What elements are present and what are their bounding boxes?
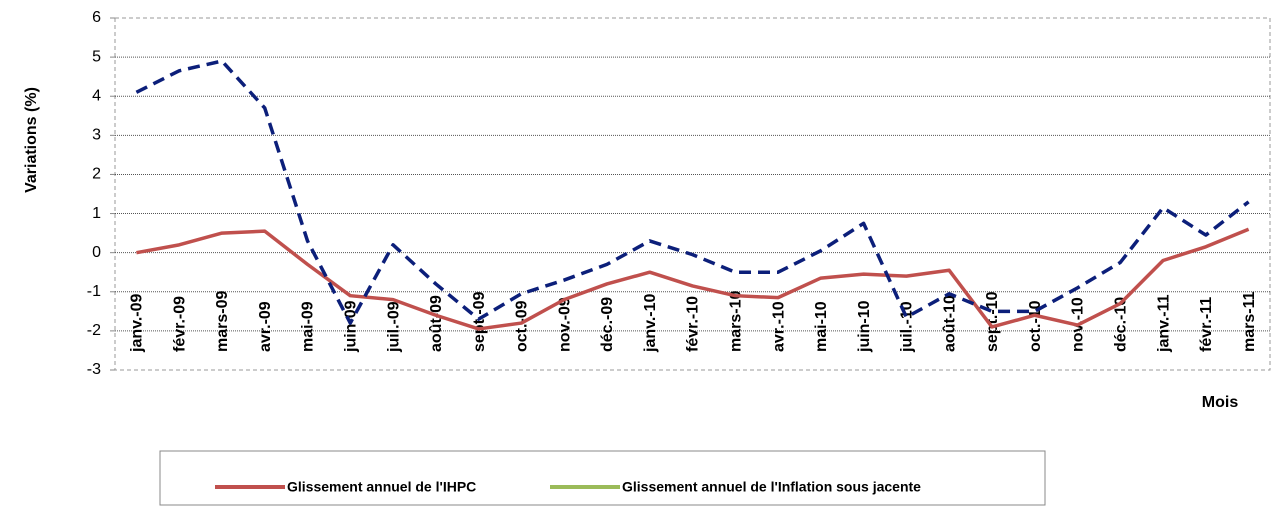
plot-area bbox=[114, 17, 1271, 371]
x-tick-label: juin-09 bbox=[342, 300, 359, 353]
x-tick-label: mars-10 bbox=[727, 291, 744, 352]
x-tick-label: sept.-10 bbox=[984, 291, 1001, 352]
y-tick-label: -1 bbox=[87, 283, 101, 300]
y-tick-label: -2 bbox=[87, 322, 101, 339]
x-tick-label: août-10 bbox=[941, 295, 958, 352]
y-tick-label: 0 bbox=[92, 244, 101, 261]
y-tick-label: 2 bbox=[92, 166, 101, 183]
x-tick-label: avr.-10 bbox=[770, 301, 787, 352]
legend-label: Glissement annuel de l'IHPC bbox=[287, 479, 476, 495]
x-tick-label: févr.-11 bbox=[1198, 297, 1215, 352]
x-tick-label: janv.-10 bbox=[642, 294, 659, 354]
x-tick-label: juil.-10 bbox=[899, 301, 916, 353]
x-tick-label: oct.-10 bbox=[1027, 300, 1044, 352]
y-axis-label: Variations (%) bbox=[23, 87, 40, 193]
x-tick-label: oct.-09 bbox=[514, 300, 531, 352]
x-axis-label: Mois bbox=[1202, 394, 1239, 411]
y-tick-label: 4 bbox=[92, 87, 101, 104]
series-line bbox=[136, 227, 1250, 331]
x-tick-label: déc.-09 bbox=[599, 297, 616, 352]
x-tick-label: déc.-10 bbox=[1112, 297, 1129, 352]
x-tick-label: avr.-09 bbox=[257, 301, 274, 352]
x-tick-label: janv.-11 bbox=[1155, 294, 1172, 353]
x-tick-label: févr.-09 bbox=[171, 296, 188, 352]
x-tick-label: févr.-10 bbox=[685, 296, 702, 352]
x-tick-label: mars-09 bbox=[214, 291, 231, 352]
x-tick-label: juin-10 bbox=[856, 300, 873, 353]
y-tick-label: 3 bbox=[92, 127, 101, 144]
x-tick-label: juil.-09 bbox=[385, 301, 402, 353]
series-line bbox=[135, 59, 1250, 325]
y-tick-label: 1 bbox=[92, 205, 101, 222]
y-tick-label: 5 bbox=[92, 48, 101, 65]
x-tick-label: mars-11 bbox=[1241, 291, 1258, 352]
legend bbox=[159, 450, 1046, 506]
y-tick-label: 6 bbox=[92, 9, 101, 26]
x-tick-label: mai-09 bbox=[300, 301, 317, 352]
x-tick-label: nov.-09 bbox=[556, 297, 573, 352]
x-tick-label: mai-10 bbox=[813, 301, 830, 352]
y-tick-label: -3 bbox=[87, 361, 101, 378]
legend-label: Glissement annuel de l'Inflation sous ja… bbox=[622, 479, 921, 495]
x-tick-label: sept.-09 bbox=[471, 291, 488, 352]
x-tick-label: janv.-09 bbox=[129, 294, 146, 354]
x-tick-label: août-09 bbox=[428, 295, 445, 352]
